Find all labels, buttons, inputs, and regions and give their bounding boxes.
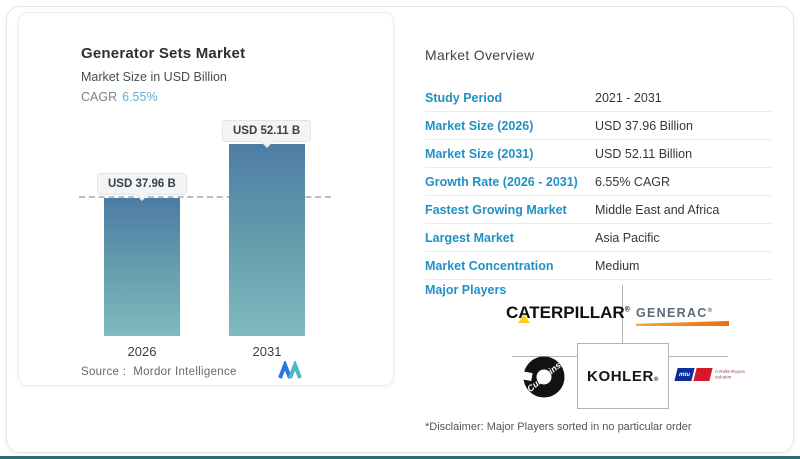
overview-heading: Market Overview (425, 47, 535, 63)
overview-table: Study Period 2021 - 2031 Market Size (20… (425, 84, 771, 280)
source-value: Mordor Intelligence (133, 366, 237, 378)
row-label: Growth Rate (2026 - 2031) (425, 174, 578, 189)
x-axis-label-2031: 2031 (252, 344, 282, 359)
reference-dashed-line (79, 196, 331, 198)
kohler-logo-cell: KOHLER® (577, 343, 669, 409)
caterpillar-wordmark: CATERPILLAR® (506, 303, 630, 323)
cagr-value: 6.55% (122, 90, 158, 104)
table-row: Growth Rate (2026 - 2031) 6.55% CAGR (425, 168, 771, 196)
x-axis-label-2026: 2026 (127, 344, 157, 359)
mtu-text: mtu (678, 371, 691, 378)
table-row: Fastest Growing Market Middle East and A… (425, 196, 771, 224)
source-label: Source : (81, 366, 127, 378)
generac-logo: GENERAC® (636, 306, 731, 326)
chart-title: Generator Sets Market (81, 45, 246, 62)
source-line: Source : Mordor Intelligence (81, 366, 237, 378)
players-grid-line (667, 356, 728, 357)
chart-subtitle: Market Size in USD Billion (81, 70, 227, 84)
generac-wordmark: GENERAC® (636, 306, 731, 320)
players-grid-line (512, 356, 577, 357)
row-label: Largest Market (425, 230, 514, 245)
chart-cagr-line: CAGR 6.55% (81, 90, 158, 104)
bar-value-tooltip-2026: USD 37.96 B (97, 173, 187, 195)
disclaimer-text: *Disclaimer: Major Players sorted in no … (425, 421, 692, 433)
table-row: Market Size (2026) USD 37.96 Billion (425, 112, 771, 140)
cummins-logo: Cummins (521, 356, 565, 398)
row-value: Asia Pacific (595, 230, 660, 245)
major-players-label: Major Players (425, 283, 507, 297)
row-label: Market Concentration (425, 258, 554, 273)
bar-value-tooltip-2031: USD 52.11 B (222, 120, 312, 142)
mtu-red-parallelogram-icon (693, 368, 713, 382)
row-label: Study Period (425, 90, 503, 105)
caterpillar-logo: CATERPILLAR® (506, 303, 630, 333)
market-size-chart-card: Generator Sets Market Market Size in USD… (18, 12, 394, 386)
bottom-accent-bar (0, 456, 800, 459)
row-value: 6.55% CAGR (595, 174, 671, 189)
row-label: Fastest Growing Market (425, 202, 567, 217)
players-grid-line (622, 285, 623, 343)
table-row: Market Size (2031) USD 52.11 Billion (425, 140, 771, 168)
row-value: Medium (595, 258, 640, 273)
row-value: Middle East and Africa (595, 202, 720, 217)
generac-swoosh-icon (636, 321, 729, 326)
generac-text: GENERAC (636, 306, 708, 320)
bar-2031[interactable] (229, 144, 305, 336)
kohler-logo: KOHLER® (587, 368, 659, 385)
kohler-text: KOHLER (587, 367, 654, 385)
table-row: Largest Market Asia Pacific (425, 224, 771, 252)
row-value: 2021 - 2031 (595, 90, 662, 105)
mtu-tagline: A Rolls-Royce solution (715, 369, 745, 380)
row-value: USD 37.96 Billion (595, 118, 693, 133)
caterpillar-text: CATERPILLAR (506, 303, 625, 322)
row-label: Market Size (2031) (425, 146, 534, 161)
registered-mark: ® (653, 376, 659, 383)
bar-2026[interactable] (104, 198, 180, 336)
registered-mark: ® (707, 307, 714, 314)
row-label: Market Size (2026) (425, 118, 534, 133)
registered-mark: ® (624, 306, 630, 314)
cagr-label: CAGR (81, 90, 118, 104)
mtu-logo: mtu A Rolls-Royce solution (674, 367, 773, 382)
mordor-intelligence-logo-icon (278, 361, 302, 379)
row-value: USD 52.11 Billion (595, 146, 693, 161)
caterpillar-triangle-icon (518, 314, 530, 323)
table-row: Study Period 2021 - 2031 (425, 84, 771, 112)
mtu-blue-parallelogram-icon: mtu (674, 368, 695, 382)
table-row: Market Concentration Medium (425, 252, 771, 280)
